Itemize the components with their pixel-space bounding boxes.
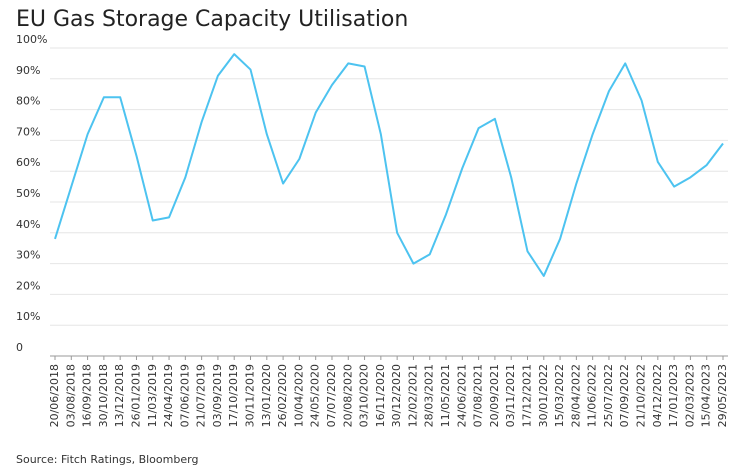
x-tick-label: 30/11/2019 [244,364,257,427]
x-tick-label: 24/05/2020 [309,364,322,427]
x-tick-label: 17/01/2023 [667,364,680,427]
x-tick-label: 12/02/2021 [406,364,419,427]
x-tick-label: 03/09/2019 [211,364,224,427]
y-tick-label: 40% [16,218,40,231]
x-tick-label: 13/12/2018 [113,364,126,427]
x-tick-label: 07/07/2020 [325,364,338,427]
x-tick-label: 25/07/2022 [602,364,615,427]
y-tick-label: 20% [16,279,40,292]
x-tick-label: 03/08/2018 [64,364,77,427]
x-tick-label: 20/08/2020 [341,364,354,427]
x-tick-label: 21/07/2019 [195,364,208,427]
x-tick-label: 28/04/2022 [569,364,582,427]
x-tick-label: 15/04/2023 [700,364,713,427]
y-tick-label: 100% [16,33,47,46]
x-tick-label: 24/06/2021 [455,364,468,427]
x-tick-label: 28/03/2021 [423,364,436,427]
x-tick-label: 02/03/2023 [683,364,696,427]
data-line [54,53,724,277]
x-tick-label: 17/10/2019 [227,364,240,427]
y-tick-label: 70% [16,125,40,138]
x-tick-label: 30/12/2020 [390,364,403,427]
x-tick-label: 16/09/2018 [81,364,94,427]
x-tick-label: 15/03/2022 [553,364,566,427]
x-tick-label: 07/09/2022 [618,364,631,427]
x-tick-label: 11/06/2022 [586,364,599,427]
y-tick-label: 90% [16,64,40,77]
y-tick-label: 30% [16,249,40,262]
x-tick-label: 13/01/2020 [260,364,273,427]
x-tick-label: 26/01/2019 [129,364,142,427]
x-tick-label: 03/10/2020 [358,364,371,427]
y-tick-label: 80% [16,95,40,108]
x-tick-label: 17/12/2021 [520,364,533,427]
y-tick-label: 60% [16,156,40,169]
x-tick-label: 21/10/2022 [635,364,648,427]
x-tick-label: 29/05/2023 [716,364,729,427]
x-tick-label: 11/05/2021 [439,364,452,427]
x-tick-label: 30/10/2018 [97,364,110,427]
chart-title: EU Gas Storage Capacity Utilisation [16,7,408,32]
source-note: Source: Fitch Ratings, Bloomberg [16,453,198,466]
y-tick-label: 50% [16,187,40,200]
x-tick-label: 26/02/2020 [276,364,289,427]
x-tick-label: 16/11/2020 [374,364,387,427]
y-tick-label: 10% [16,310,40,323]
x-tick-label: 24/04/2019 [162,364,175,427]
x-tick-label: 20/06/2018 [48,364,61,427]
y-tick-label: 0 [16,341,23,354]
x-tick-label: 04/12/2022 [651,364,664,427]
x-tick-label: 11/03/2019 [146,364,159,427]
x-tick-label: 07/06/2019 [178,364,191,427]
x-tick-label: 07/08/2021 [472,364,485,427]
x-tick-label: 30/01/2022 [537,364,550,427]
x-tick-label: 20/09/2021 [488,364,501,427]
x-tick-label: 03/11/2021 [504,364,517,427]
x-tick-label: 10/04/2020 [292,364,305,427]
